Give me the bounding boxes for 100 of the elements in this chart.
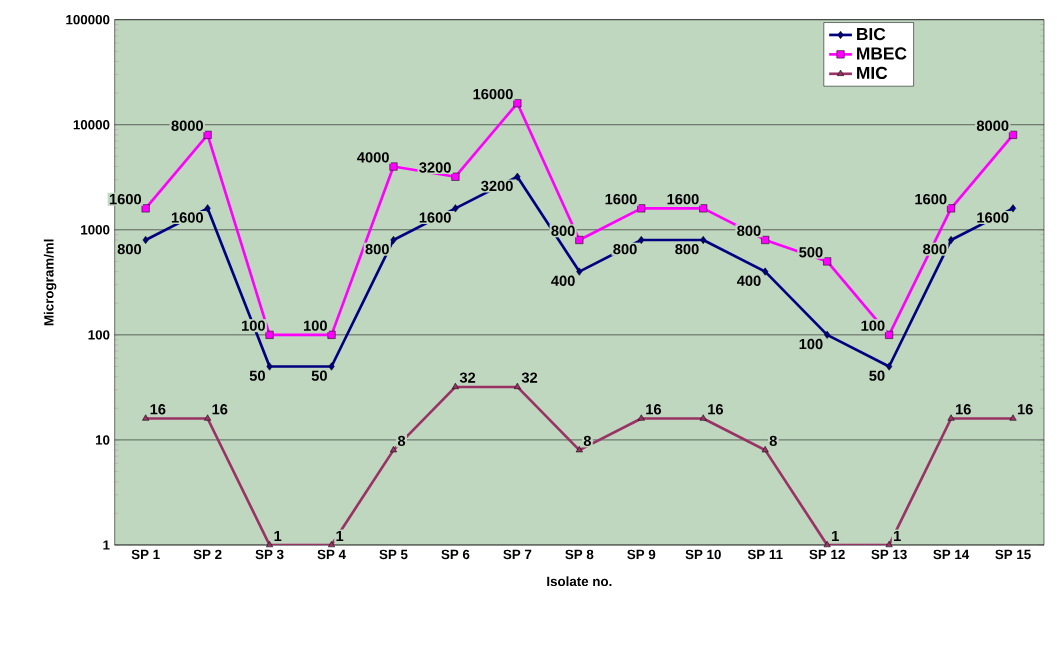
point (638, 235, 645, 244)
x-tick-label: SP 8 (565, 549, 594, 560)
x-tick-label: SP 4 (317, 549, 346, 560)
point (328, 540, 336, 548)
data-label: 800 (365, 243, 389, 255)
data-label: 1 (894, 530, 901, 541)
point (389, 162, 398, 171)
data-label: 1 (274, 530, 282, 541)
data-label: 16 (646, 404, 662, 415)
point (637, 204, 646, 213)
point (141, 204, 150, 213)
point (204, 414, 212, 421)
data-label: 50 (869, 370, 885, 381)
data-label: 100 (861, 320, 885, 331)
data-label: 800 (613, 243, 637, 255)
data-label: 16 (1017, 404, 1033, 415)
data-label: 16 (150, 404, 166, 415)
x-tick-label: SP 7 (503, 549, 532, 560)
x-tick-label: SP 12 (809, 549, 845, 560)
data-label: 50 (249, 370, 265, 381)
y-tick-label: 100000 (66, 14, 110, 25)
data-label: 1600 (109, 193, 142, 205)
y-tick-label: 100 (88, 330, 110, 340)
legend-label: BIC (857, 27, 886, 41)
point (514, 172, 521, 181)
data-label: 16 (955, 404, 971, 415)
point (762, 267, 769, 276)
point (1009, 204, 1017, 213)
point (327, 330, 336, 339)
point (947, 414, 955, 421)
point (266, 362, 273, 371)
data-label: 500 (799, 247, 823, 258)
data-label: 1600 (171, 212, 203, 223)
data-label: 3200 (481, 180, 513, 192)
point (761, 446, 769, 453)
point (885, 330, 894, 339)
point (947, 235, 955, 244)
point (265, 330, 274, 339)
y-tick-label: 10 (95, 435, 110, 445)
x-tick-label: SP 5 (379, 549, 408, 560)
x-tick-label: SP 1 (131, 549, 160, 560)
point (885, 540, 893, 548)
x-tick-label: SP 2 (193, 549, 222, 560)
x-tick-label: SP 13 (871, 549, 907, 560)
y-tick-label: 1000 (81, 225, 110, 235)
data-label: 800 (923, 243, 947, 255)
data-label: 16000 (473, 88, 513, 100)
data-label: 8 (583, 435, 592, 447)
point (389, 446, 397, 453)
point (699, 204, 708, 213)
point (947, 204, 956, 213)
data-label: 1600 (605, 193, 637, 205)
data-label: 400 (551, 275, 575, 286)
point (452, 204, 459, 213)
data-label: 32 (459, 372, 476, 383)
data-label: 16 (708, 404, 724, 415)
point (761, 235, 770, 244)
data-label: 4000 (357, 152, 389, 163)
legend-label: MIC (857, 66, 888, 80)
x-tick-label: SP 9 (627, 549, 656, 560)
data-label: 1 (336, 530, 344, 541)
data-label: 1600 (419, 212, 451, 223)
data-label: 3200 (419, 162, 451, 173)
data-label: 32 (521, 372, 538, 383)
data-label: 8 (769, 435, 777, 447)
point (328, 362, 335, 371)
point (1009, 414, 1017, 421)
x-tick-label: SP 3 (255, 549, 284, 560)
data-label: 1600 (977, 212, 1009, 223)
data-label: 800 (551, 225, 575, 236)
data-label: 50 (311, 370, 327, 381)
x-tick-label: SP 11 (747, 549, 783, 560)
data-label: 8 (397, 435, 406, 447)
point (637, 414, 645, 421)
data-label: 16 (212, 404, 228, 415)
point (266, 540, 274, 548)
point (824, 330, 831, 339)
x-tick-label: SP 15 (995, 549, 1031, 560)
x-tick-label: SP 14 (933, 549, 970, 560)
point (451, 382, 459, 389)
point (575, 446, 583, 453)
point (513, 99, 522, 108)
point (576, 267, 583, 276)
point (699, 414, 707, 421)
point (700, 235, 707, 244)
data-label: 100 (242, 320, 265, 331)
point (142, 235, 149, 244)
point (142, 414, 150, 421)
data-label: 400 (736, 275, 761, 286)
point (823, 540, 831, 548)
point (451, 172, 460, 181)
data-label: 800 (737, 225, 761, 236)
data-label: 100 (303, 320, 327, 331)
x-tick-label: SP 10 (685, 549, 721, 560)
y-tick-label: 10000 (73, 120, 110, 130)
data-label: 800 (675, 243, 699, 255)
y-tick-label: 1 (103, 540, 110, 550)
x-axis-title: Isolate no. (547, 576, 612, 587)
data-label: 800 (117, 243, 142, 255)
legend-label: MBEC (857, 47, 907, 60)
